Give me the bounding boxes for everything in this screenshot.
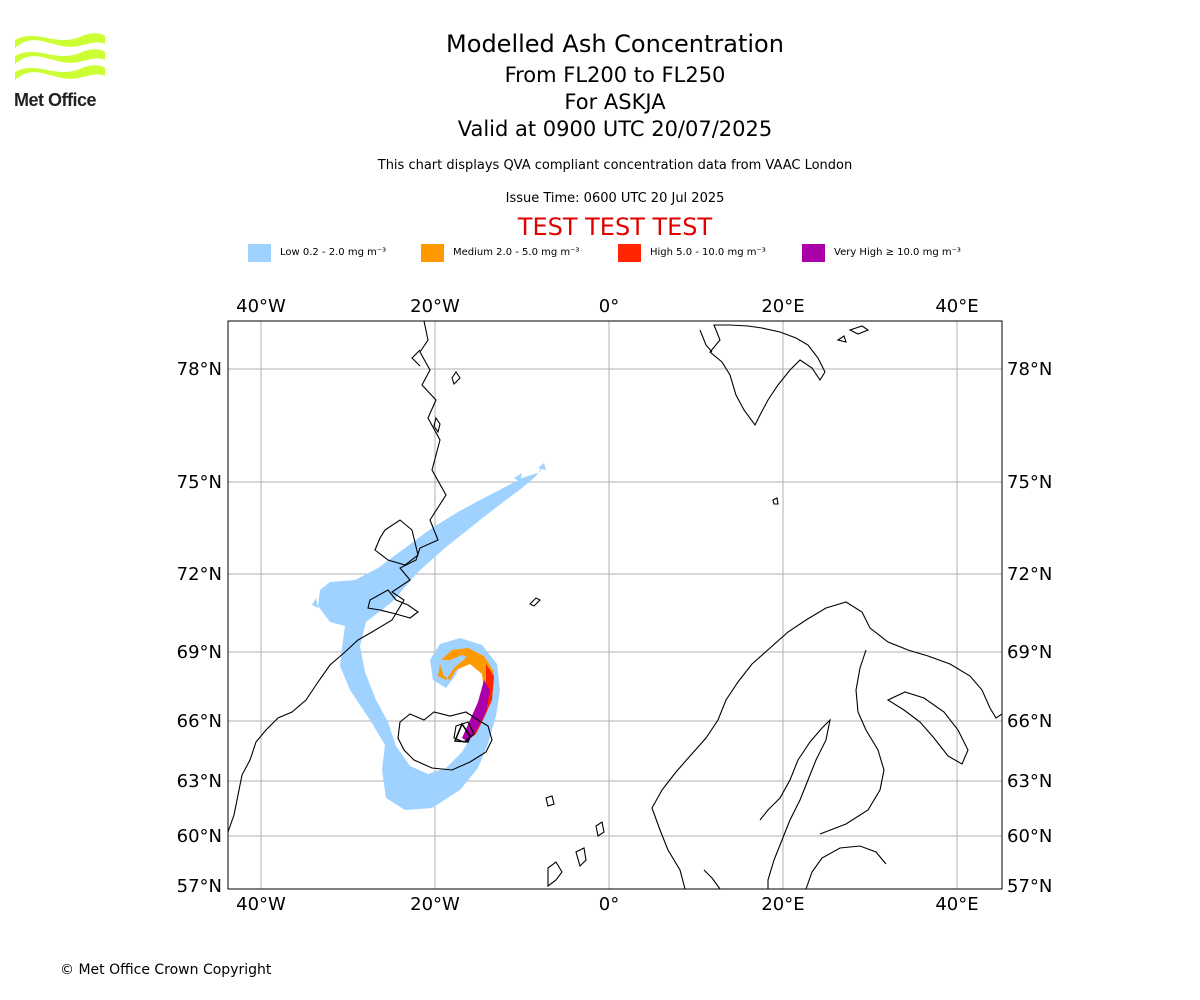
legend-swatch-high xyxy=(618,244,641,262)
legend-swatch-medium xyxy=(421,244,444,262)
lat-tick-57n-right: 57°N xyxy=(1007,876,1052,897)
ash-medium-region xyxy=(438,648,494,694)
lat-tick-75n-right: 75°N xyxy=(1007,472,1052,493)
lat-tick-78n-right: 78°N xyxy=(1007,359,1052,380)
valid-time: Valid at 0900 UTC 20/07/2025 xyxy=(457,117,773,141)
askja-volcano-marker xyxy=(453,722,471,743)
sweden-finland-coastline xyxy=(759,718,831,889)
graticule xyxy=(228,321,1002,889)
lon-tick-0-top: 0° xyxy=(599,296,619,317)
lon-ticks-top: 40°W 20°W 0° 20°E 40°E xyxy=(236,296,978,317)
ash-low-region xyxy=(312,463,546,810)
lon-tick-40w-bottom: 40°W xyxy=(236,894,286,915)
scandinavia-coastline xyxy=(651,601,1002,889)
coastlines xyxy=(228,321,1002,889)
lon-ticks-bottom: 40°W 20°W 0° 20°E 40°E xyxy=(236,894,978,915)
volcano-name: For ASKJA xyxy=(564,90,666,114)
iceland-coastline xyxy=(397,711,493,771)
lon-tick-40e-bottom: 40°E xyxy=(935,894,978,915)
lon-tick-40w-top: 40°W xyxy=(236,296,286,317)
lat-tick-72n-left: 72°N xyxy=(177,564,222,585)
met-office-wave-logo-icon xyxy=(15,33,105,80)
legend-swatch-low xyxy=(248,244,271,262)
lat-tick-66n-left: 66°N xyxy=(177,711,222,732)
lat-tick-57n-left: 57°N xyxy=(177,876,222,897)
legend-label-very-high: Very High ≥ 10.0 mg m⁻³ xyxy=(834,247,961,258)
lon-tick-40e-top: 40°E xyxy=(935,296,978,317)
lat-tick-60n-left: 60°N xyxy=(177,826,222,847)
lon-tick-20e-top: 20°E xyxy=(761,296,804,317)
legend-label-medium: Medium 2.0 - 5.0 mg m⁻³ xyxy=(453,247,580,258)
legend-swatch-very-high xyxy=(802,244,825,262)
lat-tick-60n-right: 60°N xyxy=(1007,826,1052,847)
lat-tick-69n-right: 69°N xyxy=(1007,642,1052,663)
ash-very-high-region xyxy=(462,680,490,742)
lat-tick-75n-left: 75°N xyxy=(177,472,222,493)
legend-label-low: Low 0.2 - 2.0 mg m⁻³ xyxy=(280,247,387,258)
legend-label-high: High 5.0 - 10.0 mg m⁻³ xyxy=(650,247,766,258)
lon-tick-20w-top: 20°W xyxy=(410,296,460,317)
lat-tick-63n-left: 63°N xyxy=(177,771,222,792)
lat-tick-78n-left: 78°N xyxy=(177,359,222,380)
lon-tick-20e-bottom: 20°E xyxy=(761,894,804,915)
lat-tick-72n-right: 72°N xyxy=(1007,564,1052,585)
test-banner: TEST TEST TEST xyxy=(517,213,713,241)
lat-tick-66n-right: 66°N xyxy=(1007,711,1052,732)
chart-title: Modelled Ash Concentration xyxy=(446,30,784,58)
lat-tick-63n-right: 63°N xyxy=(1007,771,1052,792)
lon-tick-20w-bottom: 20°W xyxy=(410,894,460,915)
lat-ticks-left: 78°N 75°N 72°N 69°N 66°N 63°N 60°N 57°N xyxy=(177,359,222,897)
lat-ticks-right: 78°N 75°N 72°N 69°N 66°N 63°N 60°N 57°N xyxy=(1007,359,1052,897)
lat-tick-69n-left: 69°N xyxy=(177,642,222,663)
svalbard-coastline xyxy=(709,324,826,427)
issue-time: Issue Time: 0600 UTC 20 Jul 2025 xyxy=(505,191,725,206)
flight-level-range: From FL200 to FL250 xyxy=(504,63,726,87)
map-frame xyxy=(227,320,1003,890)
copyright-notice: © Met Office Crown Copyright xyxy=(60,962,272,978)
met-office-logo-text: Met Office xyxy=(14,90,97,110)
lon-tick-0-bottom: 0° xyxy=(599,894,619,915)
qva-compliance-note: This chart displays QVA compliant concen… xyxy=(377,158,853,173)
greenland-coastline xyxy=(228,321,447,833)
